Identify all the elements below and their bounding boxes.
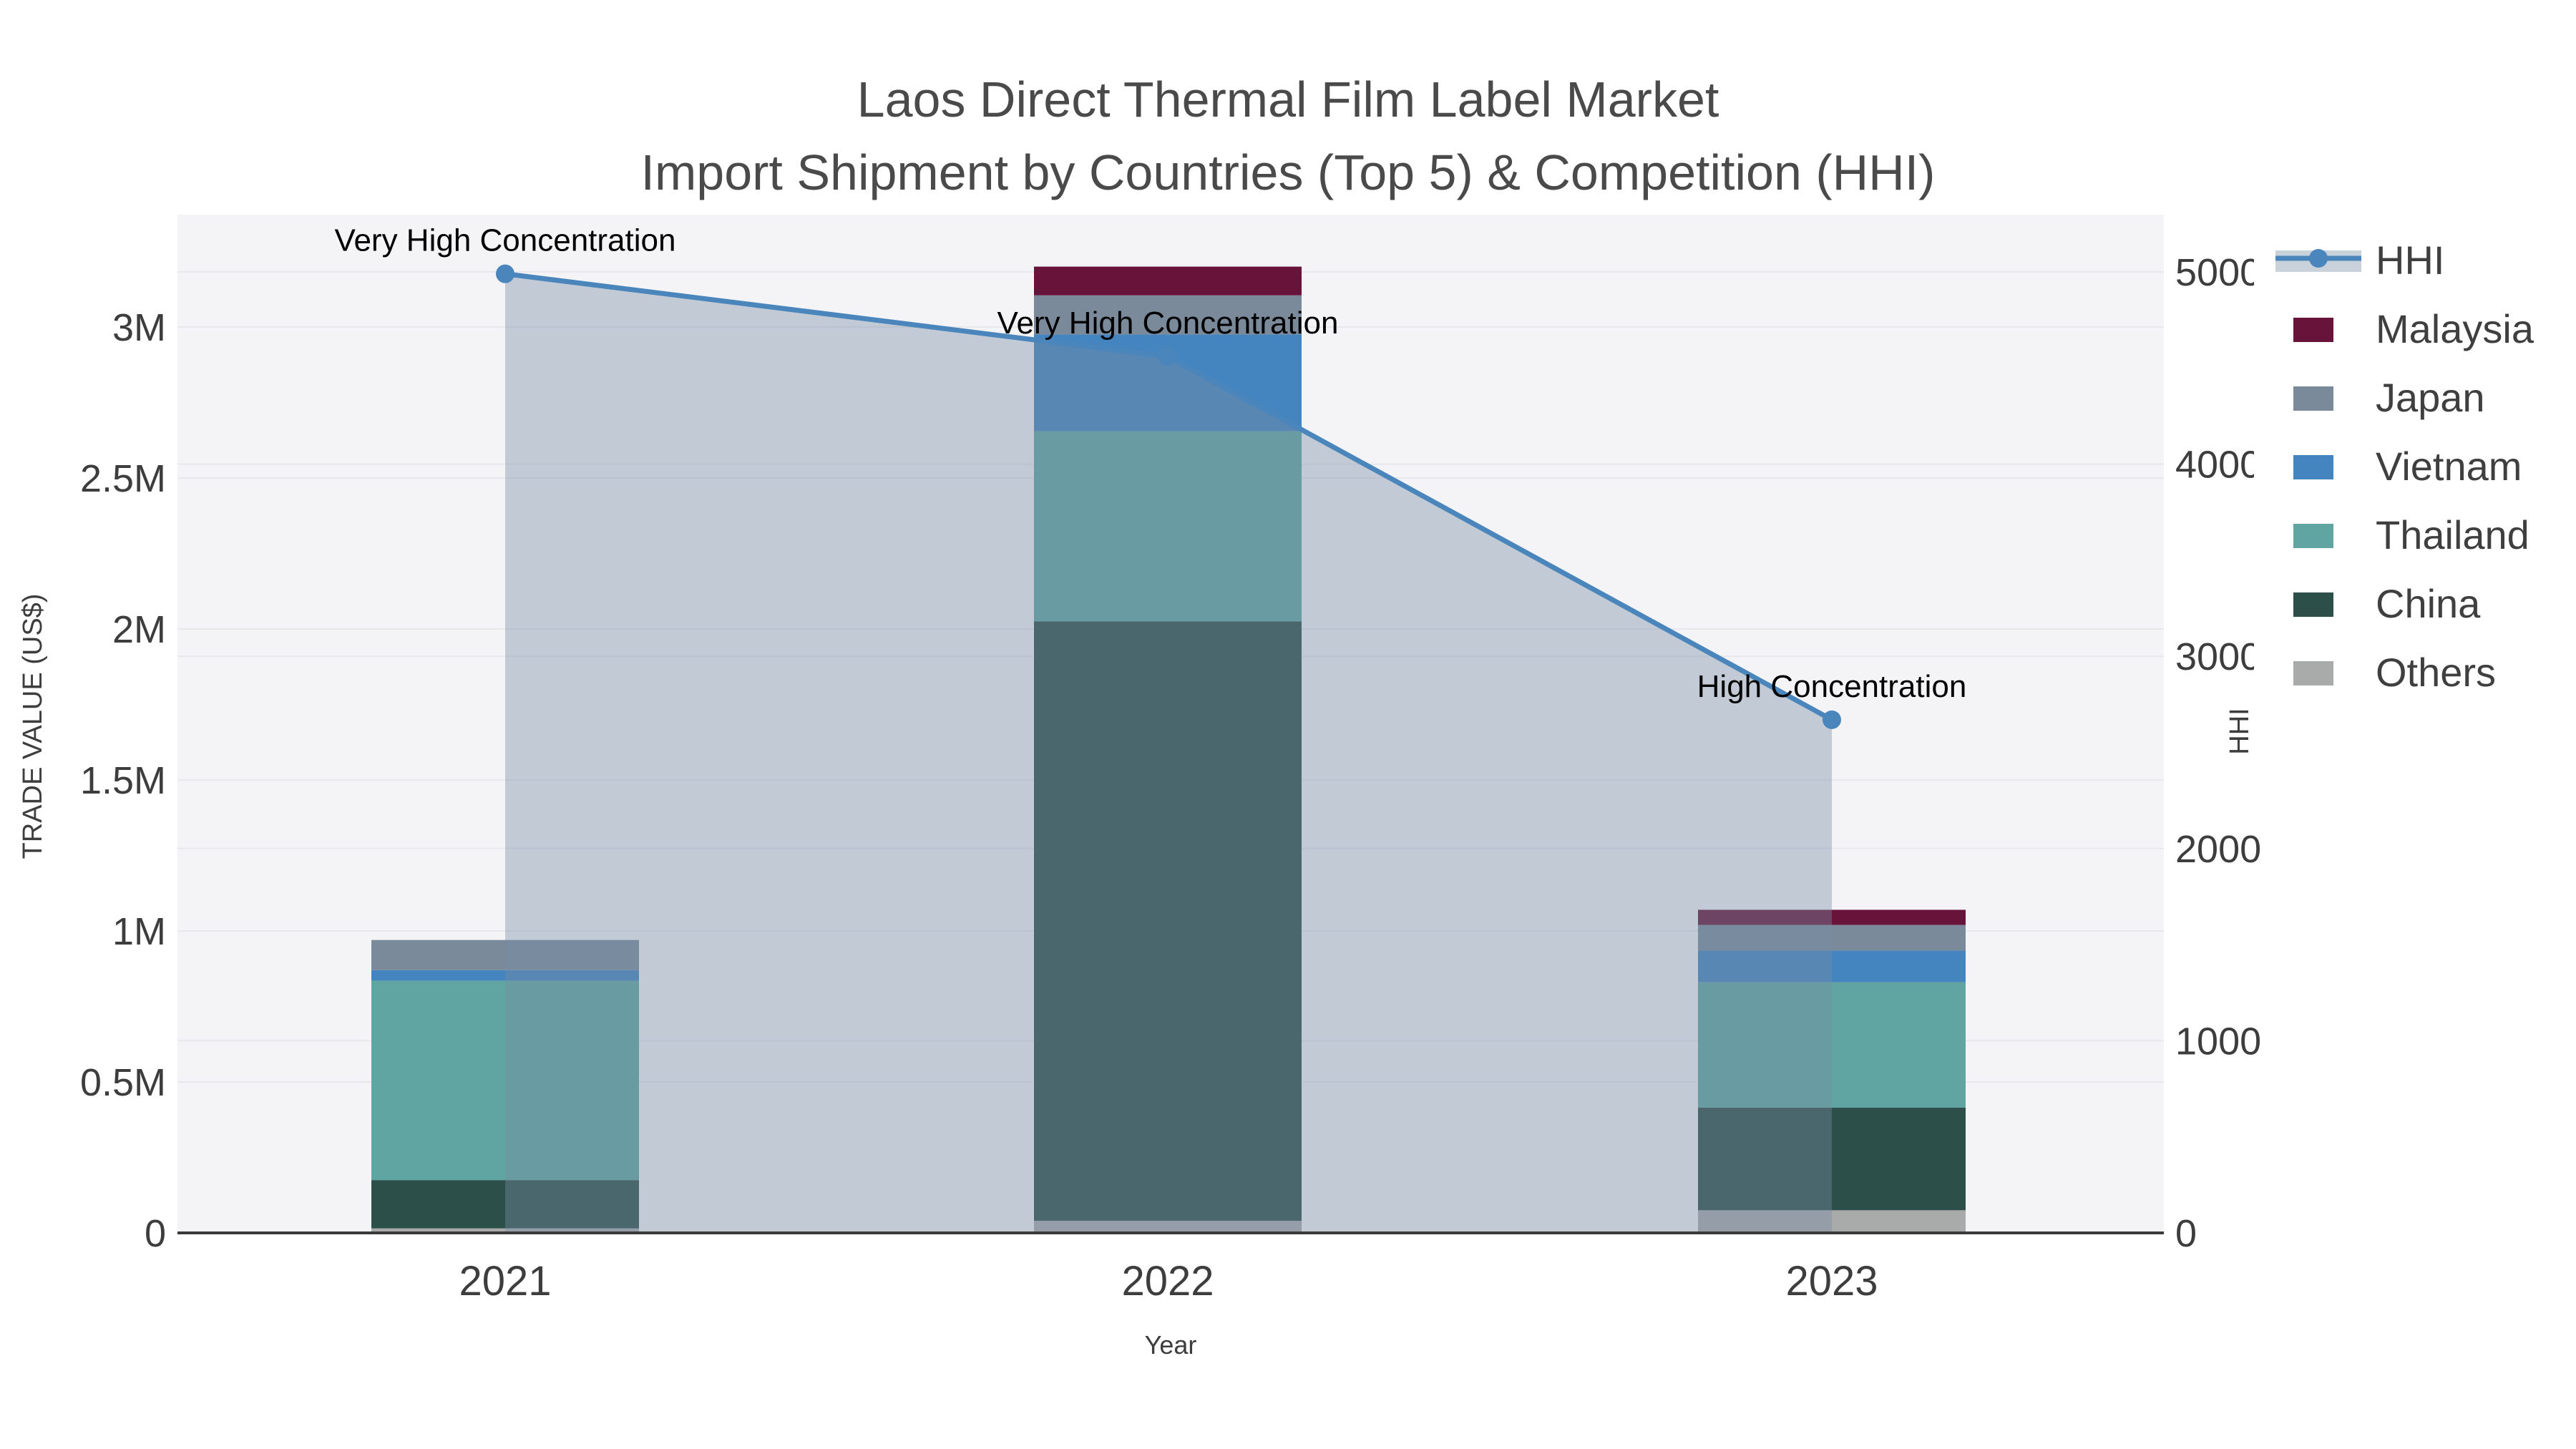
hhi-marker-2022: [1158, 347, 1177, 366]
hhi-marker-2023: [1823, 710, 1841, 729]
legend-swatch-malaysia-icon: [2293, 318, 2333, 342]
legend-swatch-vietnam-icon: [2293, 455, 2333, 479]
legend-swatch-china-icon: [2293, 592, 2333, 617]
y-left-tick-label-2M: 2M: [112, 608, 166, 651]
legend-label-hhi: HHI: [2376, 238, 2444, 283]
x-tick-label-2022: 2022: [1121, 1258, 1214, 1304]
bar-segment-2022-thailand: [1034, 431, 1302, 622]
bar-segment-2021-thailand: [371, 980, 639, 1181]
annotation-2022: Very High Concentration: [997, 306, 1339, 341]
legend-swatch-japan-icon: [2293, 386, 2333, 411]
x-tick-label-2021: 2021: [459, 1258, 551, 1304]
y-right-tick-label-1000: 1000: [2175, 1020, 2261, 1063]
legend-swatch-thailand-icon: [2293, 524, 2333, 548]
y-right-tick-label-3000: 3000: [2175, 635, 2261, 678]
annotation-2023: High Concentration: [1697, 669, 1967, 704]
chart-title-line1: Laos Direct Thermal Film Label Market: [857, 72, 1719, 127]
chart-title-line2: Import Shipment by Countries (Top 5) & C…: [640, 145, 1936, 200]
y-left-tick-label-1.5M: 1.5M: [80, 759, 166, 802]
y-right-tick-label-0: 0: [2175, 1212, 2197, 1255]
bar-segment-2023-others: [1698, 1210, 1966, 1233]
bar-segment-2023-vietnam: [1698, 950, 1966, 982]
y-right-tick-label-4000: 4000: [2175, 444, 2261, 487]
bar-segment-2023-japan: [1698, 924, 1966, 951]
x-axis-title: Year: [1145, 1330, 1197, 1360]
legend-label-malaysia: Malaysia: [2376, 306, 2534, 351]
legend-label-japan: Japan: [2376, 375, 2485, 420]
chart-title: Laos Direct Thermal Film Label Market Im…: [0, 63, 2576, 209]
y-left-axis-title: TRADE VALUE (US$): [18, 594, 48, 859]
y-right-tick-label-2000: 2000: [2175, 828, 2261, 871]
legend-swatch-hhi-marker: [2309, 249, 2328, 268]
legend-label-others: Others: [2376, 650, 2496, 695]
bar-segment-2022-japan: [1034, 295, 1302, 335]
bar-segment-2021-others: [371, 1228, 639, 1233]
bar-segment-2021-vietnam: [371, 970, 639, 981]
bar-segment-2022-others: [1034, 1221, 1302, 1233]
legend-label-vietnam: Vietnam: [2376, 444, 2522, 489]
y-left-tick-label-0: 0: [145, 1212, 166, 1255]
bar-segment-2023-china: [1698, 1107, 1966, 1211]
y-right-axis-title: HHI: [2225, 708, 2255, 754]
hhi-marker-2021: [496, 264, 514, 283]
legend-label-thailand: Thailand: [2376, 512, 2529, 557]
bar-segment-2022-malaysia: [1034, 266, 1302, 296]
bar-segment-2022-china: [1034, 621, 1302, 1221]
bar-segment-2021-china: [371, 1180, 639, 1229]
bar-segment-2023-thailand: [1698, 982, 1966, 1108]
y-left-tick-label-3M: 3M: [112, 306, 166, 349]
annotation-2021: Very High Concentration: [335, 223, 676, 258]
legend-swatch-others-icon: [2293, 661, 2333, 686]
hhi-area: [505, 273, 1832, 1233]
y-left-tick-label-0.5M: 0.5M: [80, 1061, 166, 1104]
y-left-tick-label-2.5M: 2.5M: [80, 457, 166, 500]
legend-label-china: China: [2376, 581, 2481, 626]
bar-segment-2023-malaysia: [1698, 909, 1966, 925]
y-left-tick-label-1M: 1M: [112, 910, 166, 953]
bar-segment-2021-japan: [371, 940, 639, 970]
y-right-tick-label-5000: 5000: [2175, 251, 2261, 294]
x-tick-label-2023: 2023: [1785, 1258, 1878, 1304]
